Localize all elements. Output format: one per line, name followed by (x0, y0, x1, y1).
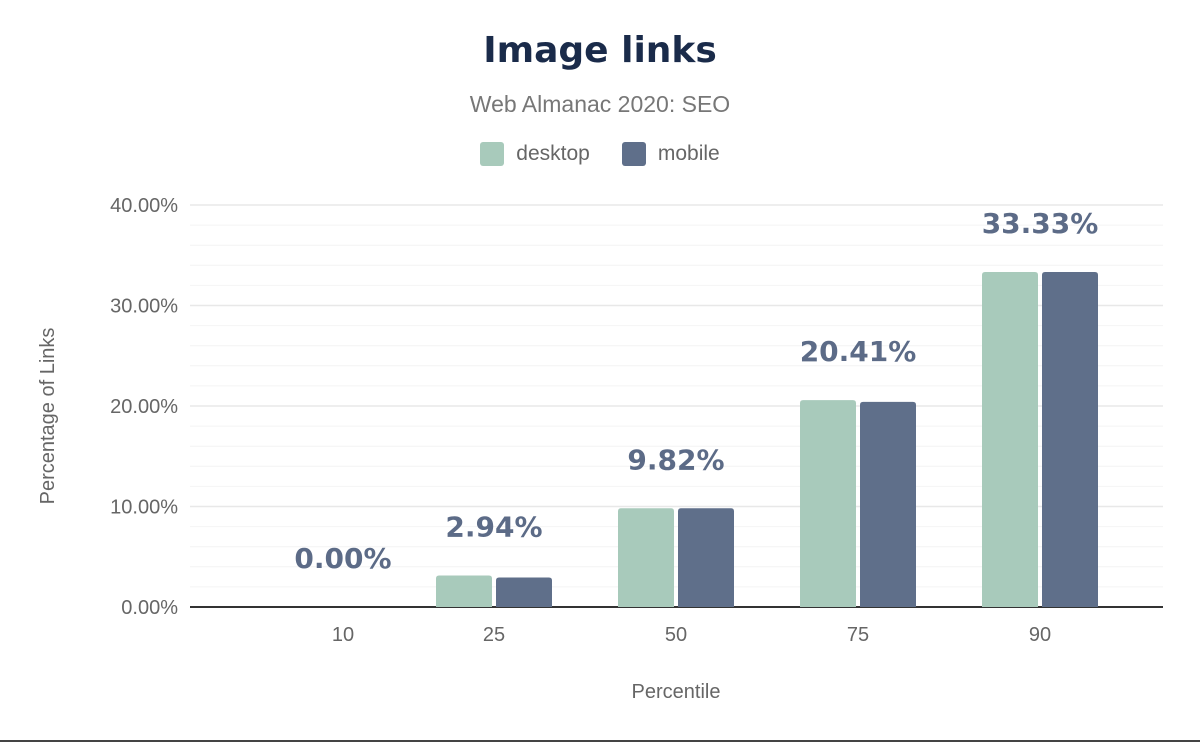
x-axis-title: Percentile (632, 681, 721, 703)
legend-label-mobile: mobile (657, 142, 720, 165)
bar-desktop (618, 508, 674, 607)
legend-item-mobile[interactable]: mobile (621, 142, 720, 166)
data-label: 9.82% (627, 443, 724, 476)
chart-subtitle: Web Almanac 2020: SEO (469, 91, 731, 117)
chart-title: Image links (483, 30, 717, 71)
x-tick-label: 90 (1029, 624, 1051, 646)
x-tick-label: 25 (483, 624, 505, 646)
data-label: 2.94% (445, 511, 542, 544)
x-tick-label: 50 (665, 624, 687, 646)
data-label: 33.33% (982, 207, 1099, 240)
y-tick-label: 30.00% (110, 296, 178, 318)
legend-swatch-desktop (480, 142, 505, 166)
bar-mobile (496, 577, 552, 607)
bar-desktop (800, 400, 856, 607)
bar-mobile (860, 401, 916, 607)
y-tick-label: 0.00% (121, 597, 178, 619)
bar-desktop (436, 575, 492, 607)
bar-mobile (678, 508, 734, 607)
legend-swatch-mobile (621, 142, 646, 166)
x-tick-label: 10 (332, 624, 354, 646)
bar-desktop (982, 272, 1038, 607)
y-tick-label: 20.00% (110, 396, 178, 418)
x-tick-label: 75 (847, 624, 869, 646)
bar-mobile (1042, 272, 1098, 607)
legend: desktop mobile (0, 142, 1200, 166)
bottom-border (0, 740, 1200, 742)
data-label: 20.41% (800, 335, 917, 368)
y-tick-label: 10.00% (110, 497, 178, 519)
legend-item-desktop[interactable]: desktop (480, 142, 590, 166)
y-axis-title: Percentage of Links (37, 328, 59, 505)
data-label: 0.00% (294, 542, 391, 575)
y-tick-label: 40.00% (110, 195, 178, 217)
legend-label-desktop: desktop (516, 142, 590, 165)
